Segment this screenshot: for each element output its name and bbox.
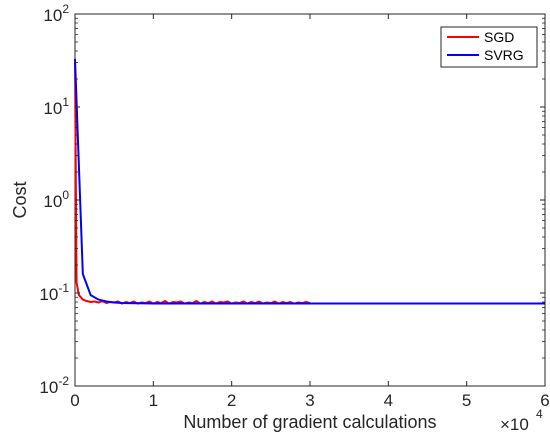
legend-box xyxy=(440,26,538,68)
y-axis-label: Cost xyxy=(10,181,30,218)
x-axis-label: Number of gradient calculations xyxy=(183,412,436,432)
x-tick-label: 4 xyxy=(384,391,393,410)
x-multiplier-base: ×10 xyxy=(500,415,529,434)
series-line-svrg xyxy=(74,58,545,305)
y-tick-label: 10-2 xyxy=(39,374,69,397)
x-tick-label: 6 xyxy=(540,391,549,410)
x-multiplier: ×10 4 xyxy=(500,407,543,434)
x-multiplier-exp: 4 xyxy=(536,407,543,421)
tick-layer: 0 1 2 3 4 5 6 10-2 10-1 100 101 102 xyxy=(39,2,549,410)
legend: SGD SVRG xyxy=(440,26,538,68)
y-tick-label: 102 xyxy=(43,2,69,25)
y-tick-label: 101 xyxy=(43,95,69,118)
x-tick-label: 5 xyxy=(462,391,471,410)
y-tick-label: 100 xyxy=(43,188,69,211)
plot-area xyxy=(74,13,546,387)
legend-sgd-label: SGD xyxy=(484,29,514,45)
x-tick-label: 3 xyxy=(305,391,314,410)
x-tick-label: 1 xyxy=(149,391,158,410)
y-tick-label: 10-1 xyxy=(39,281,69,304)
x-tick-label: 2 xyxy=(227,391,236,410)
x-tick-label: 0 xyxy=(70,391,79,410)
legend-svrg-label: SVRG xyxy=(484,47,524,63)
series-layer xyxy=(74,58,545,305)
